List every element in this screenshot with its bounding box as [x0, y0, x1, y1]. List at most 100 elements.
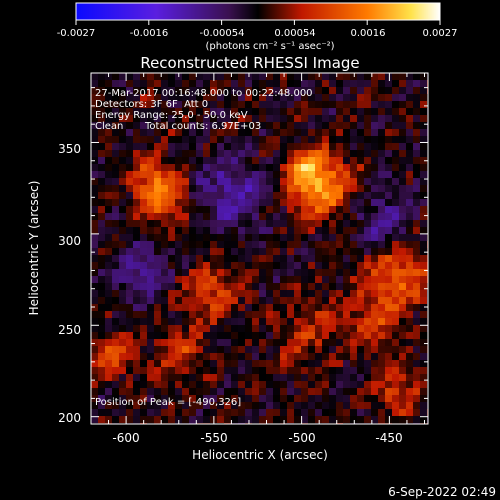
heatmap-cell [147, 178, 155, 186]
heatmap-cell [245, 220, 253, 228]
heatmap-cell [119, 290, 127, 298]
heatmap-cell [308, 262, 316, 270]
heatmap-cell [420, 164, 428, 172]
heatmap-cell [224, 381, 232, 389]
heatmap-cell [203, 192, 211, 200]
heatmap-cell [161, 227, 169, 235]
heatmap-cell [392, 262, 400, 270]
heatmap-cell [266, 122, 274, 130]
heatmap-cell [224, 220, 232, 228]
heatmap-cell [399, 129, 407, 137]
heatmap-cell [420, 290, 428, 298]
heatmap-cell [231, 227, 239, 235]
heatmap-cell [238, 171, 246, 179]
heatmap-cell [413, 80, 421, 88]
heatmap-cell [168, 339, 176, 347]
heatmap-cell [217, 185, 225, 193]
heatmap-cell [231, 80, 239, 88]
heatmap-cell [126, 402, 134, 410]
heatmap-cell [371, 178, 379, 186]
heatmap-cell [378, 73, 386, 81]
heatmap-cell [133, 290, 141, 298]
heatmap-cell [385, 262, 393, 270]
heatmap-cell [119, 115, 127, 123]
heatmap-cell [147, 227, 155, 235]
heatmap-cell [273, 80, 281, 88]
heatmap-cell [210, 255, 218, 263]
heatmap-cell [266, 101, 274, 109]
heatmap-cell [343, 73, 351, 81]
heatmap-cell [112, 227, 120, 235]
heatmap-cell [147, 248, 155, 256]
heatmap-cell [182, 129, 190, 137]
heatmap-cell [322, 143, 330, 151]
heatmap-cell [413, 206, 421, 214]
heatmap-cell [147, 304, 155, 312]
heatmap-cell [406, 409, 414, 417]
heatmap-cell [168, 171, 176, 179]
heatmap-cell [399, 262, 407, 270]
heatmap-cell [147, 234, 155, 242]
heatmap-cell [175, 185, 183, 193]
heatmap-cell [147, 339, 155, 347]
heatmap-cell [294, 283, 302, 291]
heatmap-cell [91, 381, 99, 389]
heatmap-cell [343, 234, 351, 242]
heatmap-cell [189, 416, 197, 424]
heatmap-cell [147, 150, 155, 158]
heatmap-cell [336, 206, 344, 214]
heatmap-cell [161, 199, 169, 207]
heatmap-cell [364, 227, 372, 235]
heatmap-cell [238, 248, 246, 256]
heatmap-cell [343, 374, 351, 382]
heatmap-cell [147, 157, 155, 165]
heatmap-cell [350, 297, 358, 305]
heatmap-cell [231, 73, 239, 81]
heatmap-cell [203, 136, 211, 144]
heatmap-cell [119, 332, 127, 340]
heatmap-cell [287, 94, 295, 102]
heatmap-cell [147, 318, 155, 326]
heatmap-cell [126, 234, 134, 242]
heatmap-cell [231, 143, 239, 151]
heatmap-cell [273, 311, 281, 319]
heatmap-cell [336, 290, 344, 298]
heatmap-cell [140, 346, 148, 354]
heatmap-cell [329, 339, 337, 347]
heatmap-cell [252, 143, 260, 151]
heatmap-cell [91, 108, 99, 116]
heatmap-cell [196, 248, 204, 256]
heatmap-cell [301, 283, 309, 291]
heatmap-cell [238, 388, 246, 396]
heatmap-cell [273, 108, 281, 116]
heatmap-cell [147, 374, 155, 382]
heatmap-cell [238, 304, 246, 312]
heatmap-cell [98, 101, 106, 109]
heatmap-cell [98, 115, 106, 123]
heatmap-cell [301, 227, 309, 235]
heatmap-cell [385, 374, 393, 382]
heatmap-cell [98, 122, 106, 130]
heatmap-cell [189, 255, 197, 263]
heatmap-cell [245, 276, 253, 284]
heatmap-cell [406, 87, 414, 95]
heatmap-cell [350, 353, 358, 361]
heatmap-cell [126, 94, 134, 102]
heatmap-cell [364, 276, 372, 284]
heatmap-cell [322, 227, 330, 235]
heatmap-cell [364, 101, 372, 109]
heatmap-cell [343, 164, 351, 172]
heatmap-cell [329, 409, 337, 417]
heatmap-cell [210, 297, 218, 305]
heatmap-cell [385, 416, 393, 424]
heatmap-cell [105, 395, 113, 403]
heatmap-cell [175, 94, 183, 102]
heatmap-cell [259, 311, 267, 319]
heatmap-cell [182, 157, 190, 165]
time-range-annotation: 27-Mar-2017 00:16:48.000 to 00:22:48.000 [95, 88, 313, 99]
heatmap-cell [224, 374, 232, 382]
heatmap-cell [189, 262, 197, 270]
heatmap-cell [329, 402, 337, 410]
heatmap-cell [280, 353, 288, 361]
heatmap-cell [392, 346, 400, 354]
